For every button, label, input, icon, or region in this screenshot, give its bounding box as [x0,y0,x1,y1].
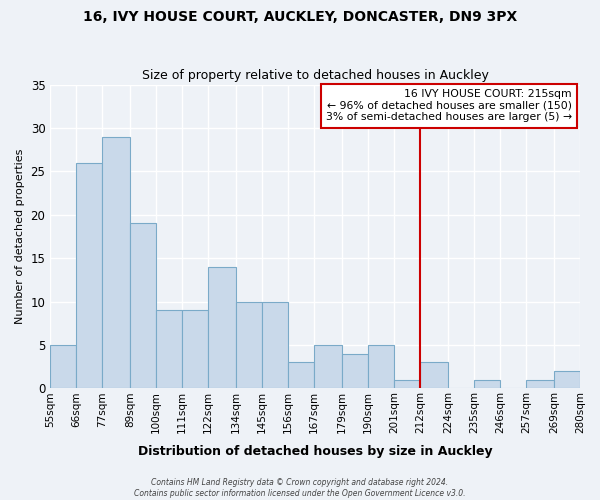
Bar [156,310,182,388]
Bar [526,380,554,388]
Bar [420,362,448,388]
Bar [288,362,314,388]
Bar [474,380,500,388]
Text: 16 IVY HOUSE COURT: 215sqm
← 96% of detached houses are smaller (150)
3% of semi: 16 IVY HOUSE COURT: 215sqm ← 96% of deta… [326,89,572,122]
Bar [102,136,130,388]
Bar [182,310,208,388]
Bar [368,345,394,389]
Bar [554,371,580,388]
Bar [394,380,420,388]
Bar [262,302,288,388]
Title: Size of property relative to detached houses in Auckley: Size of property relative to detached ho… [142,69,488,82]
Text: Contains HM Land Registry data © Crown copyright and database right 2024.
Contai: Contains HM Land Registry data © Crown c… [134,478,466,498]
Bar [236,302,262,388]
Bar [314,345,342,389]
Bar [76,162,102,388]
Text: 16, IVY HOUSE COURT, AUCKLEY, DONCASTER, DN9 3PX: 16, IVY HOUSE COURT, AUCKLEY, DONCASTER,… [83,10,517,24]
Bar [208,267,236,388]
Y-axis label: Number of detached properties: Number of detached properties [15,149,25,324]
X-axis label: Distribution of detached houses by size in Auckley: Distribution of detached houses by size … [138,444,493,458]
Bar [342,354,368,388]
Bar [130,224,156,388]
Bar [50,345,76,389]
